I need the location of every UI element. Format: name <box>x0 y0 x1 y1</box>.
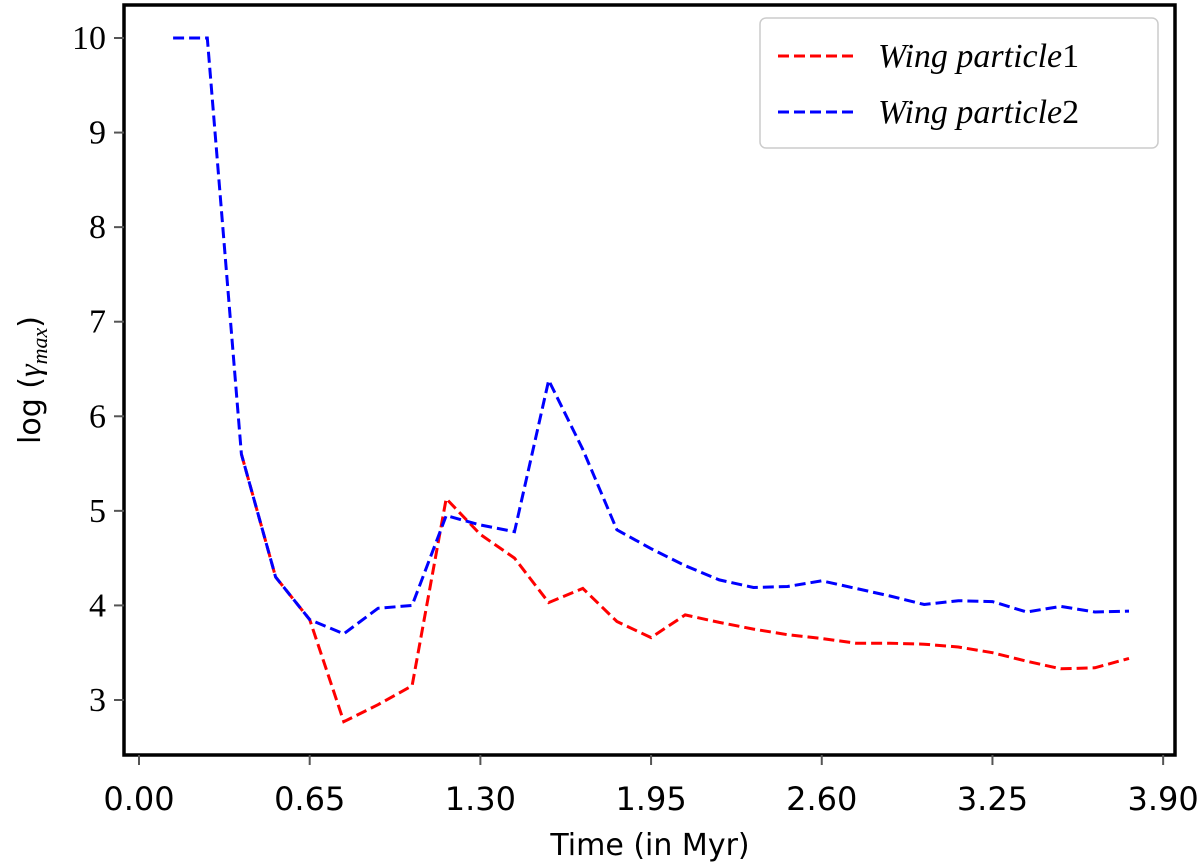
plot-frame <box>122 3 1177 757</box>
y-axis: 3 4 5 6 7 8 9 10 <box>72 20 124 719</box>
x-tick-label: 1.30 <box>445 780 516 818</box>
x-axis: 0.00 0.65 1.30 1.95 2.60 3.25 3.90 <box>103 755 1199 818</box>
legend-num-particle2: 2 <box>1062 94 1079 131</box>
legend-num-particle1: 1 <box>1062 38 1079 75</box>
legend-label-particle1: Wing particle1 <box>878 38 1079 75</box>
y-tick-label: 3 <box>89 682 106 719</box>
series-line-particle2 <box>173 36 1130 636</box>
x-tick-label: 0.65 <box>274 780 345 818</box>
y-label-subscript: max <box>27 328 52 365</box>
y-tick-label: 9 <box>89 115 106 152</box>
y-tick-label: 5 <box>89 493 106 530</box>
x-tick-label: 3.90 <box>1128 780 1199 818</box>
y-axis-label: log (γmax) <box>11 316 52 444</box>
legend: Wing particle1 Wing particle2 <box>759 17 1159 149</box>
y-label-prefix: log ( <box>13 377 48 444</box>
legend-box <box>759 17 1159 149</box>
y-tick-label: 10 <box>72 20 106 57</box>
x-tick-label: 2.60 <box>786 780 857 818</box>
legend-label-particle2: Wing particle2 <box>878 94 1079 131</box>
y-tick-label: 7 <box>89 304 106 341</box>
series-layer <box>173 36 1130 724</box>
legend-text-particle1: Wing particle <box>878 38 1062 75</box>
legend-text-particle2: Wing particle <box>878 94 1062 131</box>
x-axis-label: Time (in Myr) <box>549 828 749 863</box>
series-line-particle1 <box>239 453 1130 724</box>
x-tick-label: 3.25 <box>957 780 1028 818</box>
y-label-suffix: ) <box>13 316 48 328</box>
y-tick-label: 6 <box>89 398 106 435</box>
y-label-gamma: γ <box>11 363 47 377</box>
x-tick-label: 1.95 <box>615 780 686 818</box>
y-tick-label: 8 <box>89 209 106 246</box>
y-tick-label: 4 <box>89 587 106 624</box>
x-tick-label: 0.00 <box>103 780 174 818</box>
